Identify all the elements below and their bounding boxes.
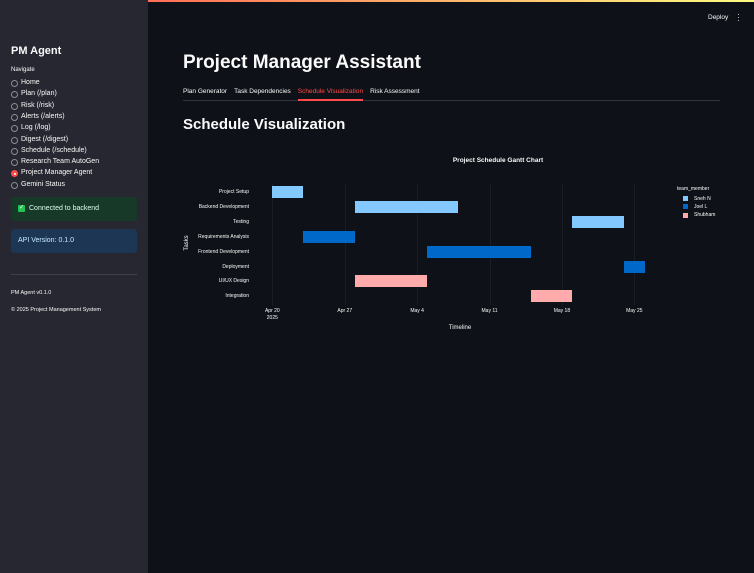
- grid-line: [489, 183, 491, 305]
- gantt-bar: [572, 215, 624, 228]
- deploy-button[interactable]: Deploy: [708, 14, 729, 21]
- copyright: © 2025 Project Management System: [11, 307, 101, 313]
- api-version: API Version: 0.1.0: [18, 237, 75, 244]
- nav-radio[interactable]: [11, 170, 18, 178]
- nav-radio[interactable]: [11, 181, 18, 189]
- nav-item[interactable]: Home: [21, 79, 40, 86]
- y-tick-label: Integration: [225, 293, 249, 300]
- grid-line: [417, 183, 418, 305]
- menu-button[interactable]: · · ·: [737, 10, 740, 25]
- y-tick-label: Project Setup: [218, 189, 249, 195]
- legend-label: Joel L: [694, 203, 708, 210]
- top-decoration: [0, 0, 754, 2]
- grid-line: [634, 183, 635, 305]
- legend-swatch: [683, 212, 688, 218]
- version-text: PM Agent v0.1.0: [11, 290, 52, 296]
- grid-line: [344, 183, 346, 305]
- gantt-bar: [355, 200, 459, 213]
- x-axis-label: Timeline: [448, 325, 472, 331]
- sidebar-title: PM Agent: [11, 45, 62, 57]
- nav-radio[interactable]: [11, 80, 18, 87]
- status-text: Connected to backend: [29, 205, 100, 212]
- y-tick-label: Testing: [233, 218, 249, 225]
- legend-label: Sneh N: [694, 195, 711, 202]
- legend-title: team_member: [677, 186, 710, 192]
- x-tick-label: Apr 27: [337, 308, 353, 314]
- tab[interactable]: Plan Generator: [183, 88, 228, 95]
- nav-item[interactable]: Digest (/digest): [21, 135, 69, 143]
- nav-item[interactable]: Plan (/plan): [21, 90, 57, 98]
- nav-radio[interactable]: [11, 102, 18, 110]
- nav-radio[interactable]: [11, 113, 18, 121]
- divider: [11, 274, 137, 275]
- tab[interactable]: Schedule Visualization: [297, 88, 364, 95]
- tab[interactable]: Task Dependencies: [234, 88, 291, 95]
- nav-item[interactable]: Gemini Status: [21, 180, 65, 188]
- y-tick-label: Frontend Development: [198, 248, 249, 255]
- nav-item[interactable]: Risk (/risk): [21, 101, 55, 109]
- y-tick-label: Backend Development: [198, 203, 249, 210]
- nav-item[interactable]: Alerts (/alerts): [21, 112, 65, 120]
- grid-line: [272, 183, 273, 305]
- x-tick-label: May 4: [410, 308, 424, 314]
- nav-label: Navigate: [11, 67, 35, 73]
- chart-title: Project Schedule Gantt Chart: [452, 157, 544, 164]
- gantt-bar: [355, 275, 428, 288]
- nav-radio[interactable]: [11, 91, 18, 99]
- gantt-bar: [530, 290, 573, 303]
- gantt-bar: [303, 230, 356, 243]
- info-box: API Version: 0.1.0: [11, 229, 137, 253]
- gantt-bar: [272, 186, 304, 198]
- y-axis-label: Tasks: [184, 235, 190, 251]
- legend-label: Shubham: [694, 212, 716, 219]
- nav-radio[interactable]: [11, 136, 18, 144]
- nav-item[interactable]: Research Team AutoGen: [21, 158, 100, 166]
- x-tick-label: May 11: [481, 308, 498, 314]
- nav-radio[interactable]: [11, 147, 18, 155]
- legend-swatch: [683, 204, 688, 210]
- x-tick-label: Apr 20 2025: [264, 308, 280, 321]
- check-icon: ✓: [18, 205, 25, 212]
- nav-item[interactable]: Project Manager Agent: [21, 169, 93, 177]
- legend-swatch: [683, 196, 688, 201]
- y-tick-label: Deployment: [222, 263, 249, 270]
- y-tick-label: Requirements Analysis: [198, 233, 249, 240]
- gantt-bar: [623, 260, 645, 273]
- x-tick-label: May 18: [553, 308, 571, 314]
- x-tick-label: May 25: [626, 308, 643, 314]
- nav-item[interactable]: Schedule (/schedule): [21, 146, 87, 154]
- tab-divider: [183, 100, 720, 101]
- nav-radio[interactable]: [11, 159, 18, 167]
- page-title: Project Manager Assistant: [183, 52, 421, 73]
- nav-item[interactable]: Log (/log): [21, 124, 51, 132]
- sidebar: PM Agent Navigate ✓ Connected to backend…: [0, 0, 148, 573]
- section-title: Schedule Visualization: [183, 116, 346, 133]
- grid-line: [561, 183, 563, 305]
- status-box: ✓ Connected to backend: [11, 197, 137, 221]
- gantt-bar: [427, 245, 531, 258]
- y-tick-label: UI/UX Design: [218, 278, 249, 285]
- tab[interactable]: Risk Assessment: [370, 88, 420, 95]
- tab-underline: [297, 99, 364, 101]
- nav-radio[interactable]: [11, 125, 18, 133]
